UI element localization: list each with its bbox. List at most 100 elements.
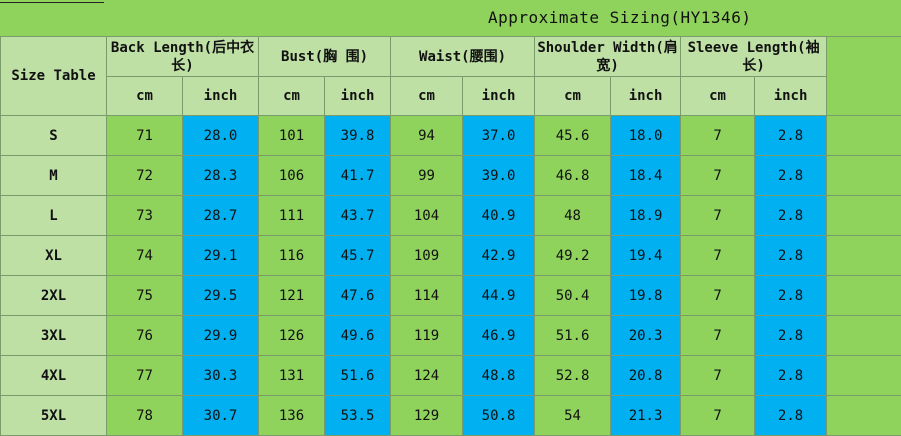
cm-value: 7: [680, 235, 756, 276]
inch-value: 18.9: [610, 195, 682, 236]
cm-value: 124: [390, 355, 464, 396]
size-label: M: [0, 155, 107, 196]
unit-cm: cm: [390, 76, 464, 116]
inch-value: 18.4: [610, 155, 682, 196]
blank-cell: [826, 115, 901, 156]
size-table-label: Size Table: [0, 36, 107, 116]
cm-value: 99: [390, 155, 464, 196]
cm-value: 50.4: [534, 275, 612, 316]
inch-value: 30.7: [181, 395, 260, 436]
blank-cell: [826, 155, 901, 196]
cm-value: 109: [390, 235, 464, 276]
inch-value: 49.6: [324, 315, 392, 356]
inch-value: 39.0: [462, 155, 536, 196]
size-label: 2XL: [0, 275, 107, 316]
table-row: M 72 28.3 106 41.7 99 39.0 46.8 18.4 7 2.8: [0, 155, 901, 196]
inch-value: 19.8: [610, 275, 682, 316]
inch-value: 37.0: [462, 115, 536, 156]
inch-value: 50.8: [462, 395, 536, 436]
cm-value: 49.2: [534, 235, 612, 276]
cm-value: 46.8: [534, 155, 612, 196]
size-label: XL: [0, 235, 107, 276]
cm-value: 7: [680, 315, 756, 356]
cm-value: 7: [680, 395, 756, 436]
inch-value: 28.7: [181, 195, 260, 236]
cm-value: 7: [680, 275, 756, 316]
table-row: S 71 28.0 101 39.8 94 37.0 45.6 18.0 7 2.8: [0, 115, 901, 156]
chart-title: Approximate Sizing(HY1346): [488, 8, 752, 27]
col-header-shoulder-width: Shoulder Width(肩宽): [534, 36, 682, 77]
inch-value: 18.0: [610, 115, 682, 156]
inch-value: 19.4: [610, 235, 682, 276]
cm-value: 111: [258, 195, 326, 236]
cm-value: 131: [258, 355, 326, 396]
title-bar: Approximate Sizing(HY1346): [0, 0, 901, 36]
cm-value: 78: [106, 395, 183, 436]
blank-cell: [826, 275, 901, 316]
table-row: 5XL 78 30.7 136 53.5 129 50.8 54 21.3 7 2.8: [0, 395, 901, 436]
cm-value: 7: [680, 155, 756, 196]
cm-value: 48: [534, 195, 612, 236]
inch-value: 48.8: [462, 355, 536, 396]
inch-value: 46.9: [462, 315, 536, 356]
col-header-sleeve-length: Sleeve Length(袖 长): [680, 36, 828, 77]
cm-value: 119: [390, 315, 464, 356]
unit-cm: cm: [106, 76, 183, 116]
unit-inch: inch: [181, 76, 260, 116]
inch-value: 21.3: [610, 395, 682, 436]
inch-value: 2.8: [754, 195, 828, 236]
cm-value: 74: [106, 235, 183, 276]
unit-inch: inch: [754, 76, 828, 116]
col-header-bust: Bust(胸 围): [258, 36, 392, 77]
cm-value: 129: [390, 395, 464, 436]
inch-value: 2.8: [754, 155, 828, 196]
blank-cell: [826, 36, 901, 116]
inch-value: 30.3: [181, 355, 260, 396]
cm-value: 136: [258, 395, 326, 436]
size-label: 4XL: [0, 355, 107, 396]
unit-cm: cm: [680, 76, 756, 116]
inch-value: 2.8: [754, 275, 828, 316]
cm-value: 72: [106, 155, 183, 196]
size-label: 5XL: [0, 395, 107, 436]
col-header-back-length: Back Length(后中衣长): [105, 36, 260, 77]
blank-cell: [826, 355, 901, 396]
inch-value: 42.9: [462, 235, 536, 276]
unit-inch: inch: [610, 76, 682, 116]
cm-value: 76: [106, 315, 183, 356]
cm-value: 71: [106, 115, 183, 156]
blank-cell: [826, 395, 901, 436]
table-row: XL 74 29.1 116 45.7 109 42.9 49.2 19.4 7 2.8: [0, 235, 901, 276]
inch-value: 39.8: [324, 115, 392, 156]
size-label: L: [0, 195, 107, 236]
inch-value: 2.8: [754, 355, 828, 396]
cm-value: 77: [106, 355, 183, 396]
blank-cell: [826, 315, 901, 356]
table-row: 2XL 75 29.5 121 47.6 114 44.9 50.4 19.8 7 2.8: [0, 275, 901, 316]
inch-value: 28.3: [181, 155, 260, 196]
blank-cell: [826, 195, 901, 236]
inch-value: 2.8: [754, 315, 828, 356]
cm-value: 7: [680, 115, 756, 156]
col-header-waist: Waist(腰围): [390, 36, 536, 77]
unit-cm: cm: [534, 76, 612, 116]
cm-value: 94: [390, 115, 464, 156]
divider: [0, 2, 104, 3]
cm-value: 114: [390, 275, 464, 316]
inch-value: 2.8: [754, 235, 828, 276]
table-row: 4XL 77 30.3 131 51.6 124 48.8 52.8 20.8 7 2.8: [0, 355, 901, 396]
cm-value: 121: [258, 275, 326, 316]
cm-value: 7: [680, 195, 756, 236]
cm-value: 73: [106, 195, 183, 236]
unit-inch: inch: [324, 76, 392, 116]
inch-value: 20.3: [610, 315, 682, 356]
cm-value: 116: [258, 235, 326, 276]
inch-value: 44.9: [462, 275, 536, 316]
inch-value: 40.9: [462, 195, 536, 236]
inch-value: 51.6: [324, 355, 392, 396]
inch-value: 29.9: [181, 315, 260, 356]
table-row: 3XL 76 29.9 126 49.6 119 46.9 51.6 20.3 7 2.8: [0, 315, 901, 356]
blank-cell: [826, 235, 901, 276]
inch-value: 45.7: [324, 235, 392, 276]
